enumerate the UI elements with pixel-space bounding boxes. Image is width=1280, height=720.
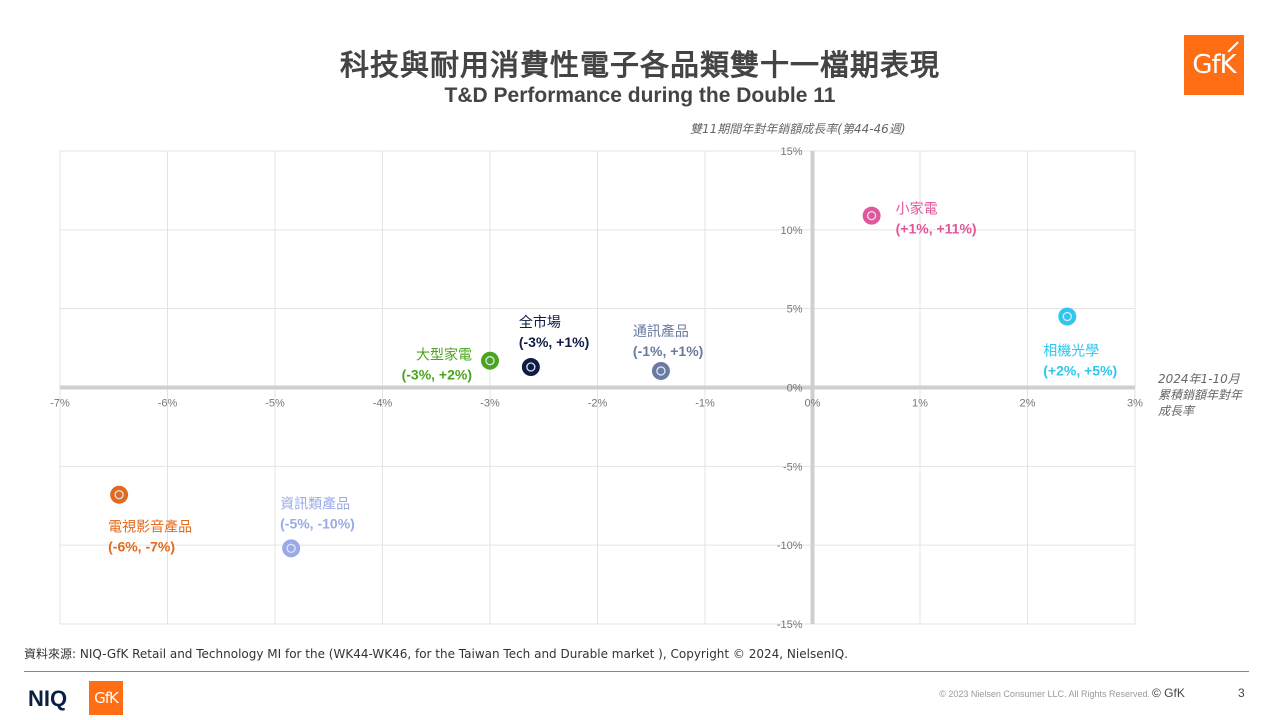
point-name-label: 相機光學: [1043, 344, 1099, 360]
point-name-label: 小家電: [896, 201, 938, 218]
x-tick-label: 1%: [912, 398, 928, 410]
point-marker: [521, 358, 540, 377]
point-name-label: 通訊產品: [633, 323, 689, 340]
y-tick-label: -5%: [783, 461, 803, 473]
x-tick-label: 0%: [805, 398, 821, 410]
point-marker-inner: [1062, 311, 1072, 322]
point-value-label: (+1%, +11%): [896, 221, 977, 237]
chart-axes: [60, 151, 1135, 624]
y-tick-label: 5%: [787, 304, 803, 316]
x-axis-title: 2024年1-10月累積銷額年對年成長率: [1158, 372, 1243, 418]
point-marker-inner: [114, 490, 124, 500]
point-value-label: (-6%, -7%): [108, 539, 175, 555]
x-tick-label: -3%: [480, 398, 500, 410]
point-value-label: (-1%, +1%): [633, 343, 703, 359]
point-name-label: 電視影音產品: [108, 519, 192, 536]
y-tick-label: -10%: [777, 540, 803, 552]
gfk-logo: GfK: [1184, 35, 1244, 95]
y-tick-label: 0%: [787, 383, 803, 395]
footer-divider: [24, 671, 1249, 672]
point-name-label: 大型家電: [416, 347, 472, 364]
point-marker-inner: [656, 366, 666, 376]
chart-points: 小家電 (+1%, +11%) 相機光學 (+2%, +5%) 通訊產品 (-1%, +1…: [108, 201, 1117, 558]
data-point: 資訊類產品 (-5%, -10%): [280, 495, 355, 558]
copyright-text: © 2023 Nielsen Consumer LLC. All Rights …: [939, 689, 1150, 699]
point-marker: [651, 361, 670, 380]
gfk-logo-footer: GfK: [89, 681, 123, 715]
point-marker: [1058, 307, 1077, 326]
x-tick-label: -2%: [588, 398, 608, 410]
point-name-label: 資訊類產品: [280, 495, 350, 512]
page-subtitle: T&D Performance during the Double 11: [444, 84, 836, 107]
point-marker-inner: [526, 362, 536, 372]
point-name-label: 全市場: [519, 314, 561, 331]
data-point: 小家電 (+1%, +11%): [862, 201, 977, 237]
page-number: 3: [1238, 686, 1245, 700]
x-tick-label: -6%: [158, 398, 178, 410]
point-marker-inner: [286, 543, 296, 553]
data-point: 相機光學 (+2%, +5%): [1043, 307, 1117, 379]
x-tick-label: 3%: [1127, 398, 1143, 410]
x-tick-label: -1%: [695, 398, 715, 410]
point-marker: [862, 206, 881, 225]
copyright-gfk: © GfK: [1152, 686, 1185, 700]
point-value-label: (-3%, +1%): [519, 334, 589, 350]
data-point: 通訊產品 (-1%, +1%): [633, 323, 703, 380]
x-tick-label: 2%: [1020, 398, 1036, 410]
point-value-label: (+2%, +5%): [1043, 363, 1117, 379]
chart-ticks: -7% -6% -5% -4% -3% -2% -1% 0% 1% 2% 3% 15% 10% 5% 0% -…: [50, 146, 1143, 631]
point-marker: [481, 351, 499, 370]
scatter-chart: -7% -6% -5% -4% -3% -2% -1% 0% 1% 2% 3% 15% 10% 5% 0% -…: [50, 146, 1143, 631]
x-tick-label: -4%: [373, 398, 393, 410]
point-marker-inner: [485, 356, 495, 366]
niq-logo: NIQ: [28, 686, 68, 711]
point-value-label: (-5%, -10%): [280, 515, 355, 531]
x-tick-label: -5%: [265, 398, 285, 410]
source-note: 資料來源: NIQ-GfK Retail and Technology MI f…: [24, 647, 848, 661]
data-point: 電視影音產品 (-6%, -7%): [108, 485, 192, 555]
point-value-label: (-3%, +2%): [402, 367, 472, 383]
data-point: 大型家電 (-3%, +2%): [402, 347, 499, 383]
y-axis-title: 雙11期間年對年銷額成長率(第44-46週): [690, 122, 906, 136]
x-tick-label: -7%: [50, 398, 70, 410]
y-tick-label: -15%: [777, 619, 803, 631]
y-tick-label: 10%: [780, 225, 802, 237]
point-marker: [110, 485, 129, 504]
point-marker: [282, 539, 301, 558]
y-tick-label: 15%: [780, 146, 802, 158]
point-marker-inner: [866, 210, 877, 221]
data-point: 全市場 (-3%, +1%): [519, 314, 589, 377]
page-title: 科技與耐用消費性電子各品類雙十一檔期表現: [339, 48, 940, 82]
